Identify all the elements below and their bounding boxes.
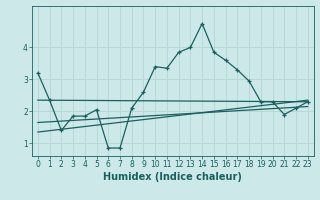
X-axis label: Humidex (Indice chaleur): Humidex (Indice chaleur) [103, 172, 242, 182]
